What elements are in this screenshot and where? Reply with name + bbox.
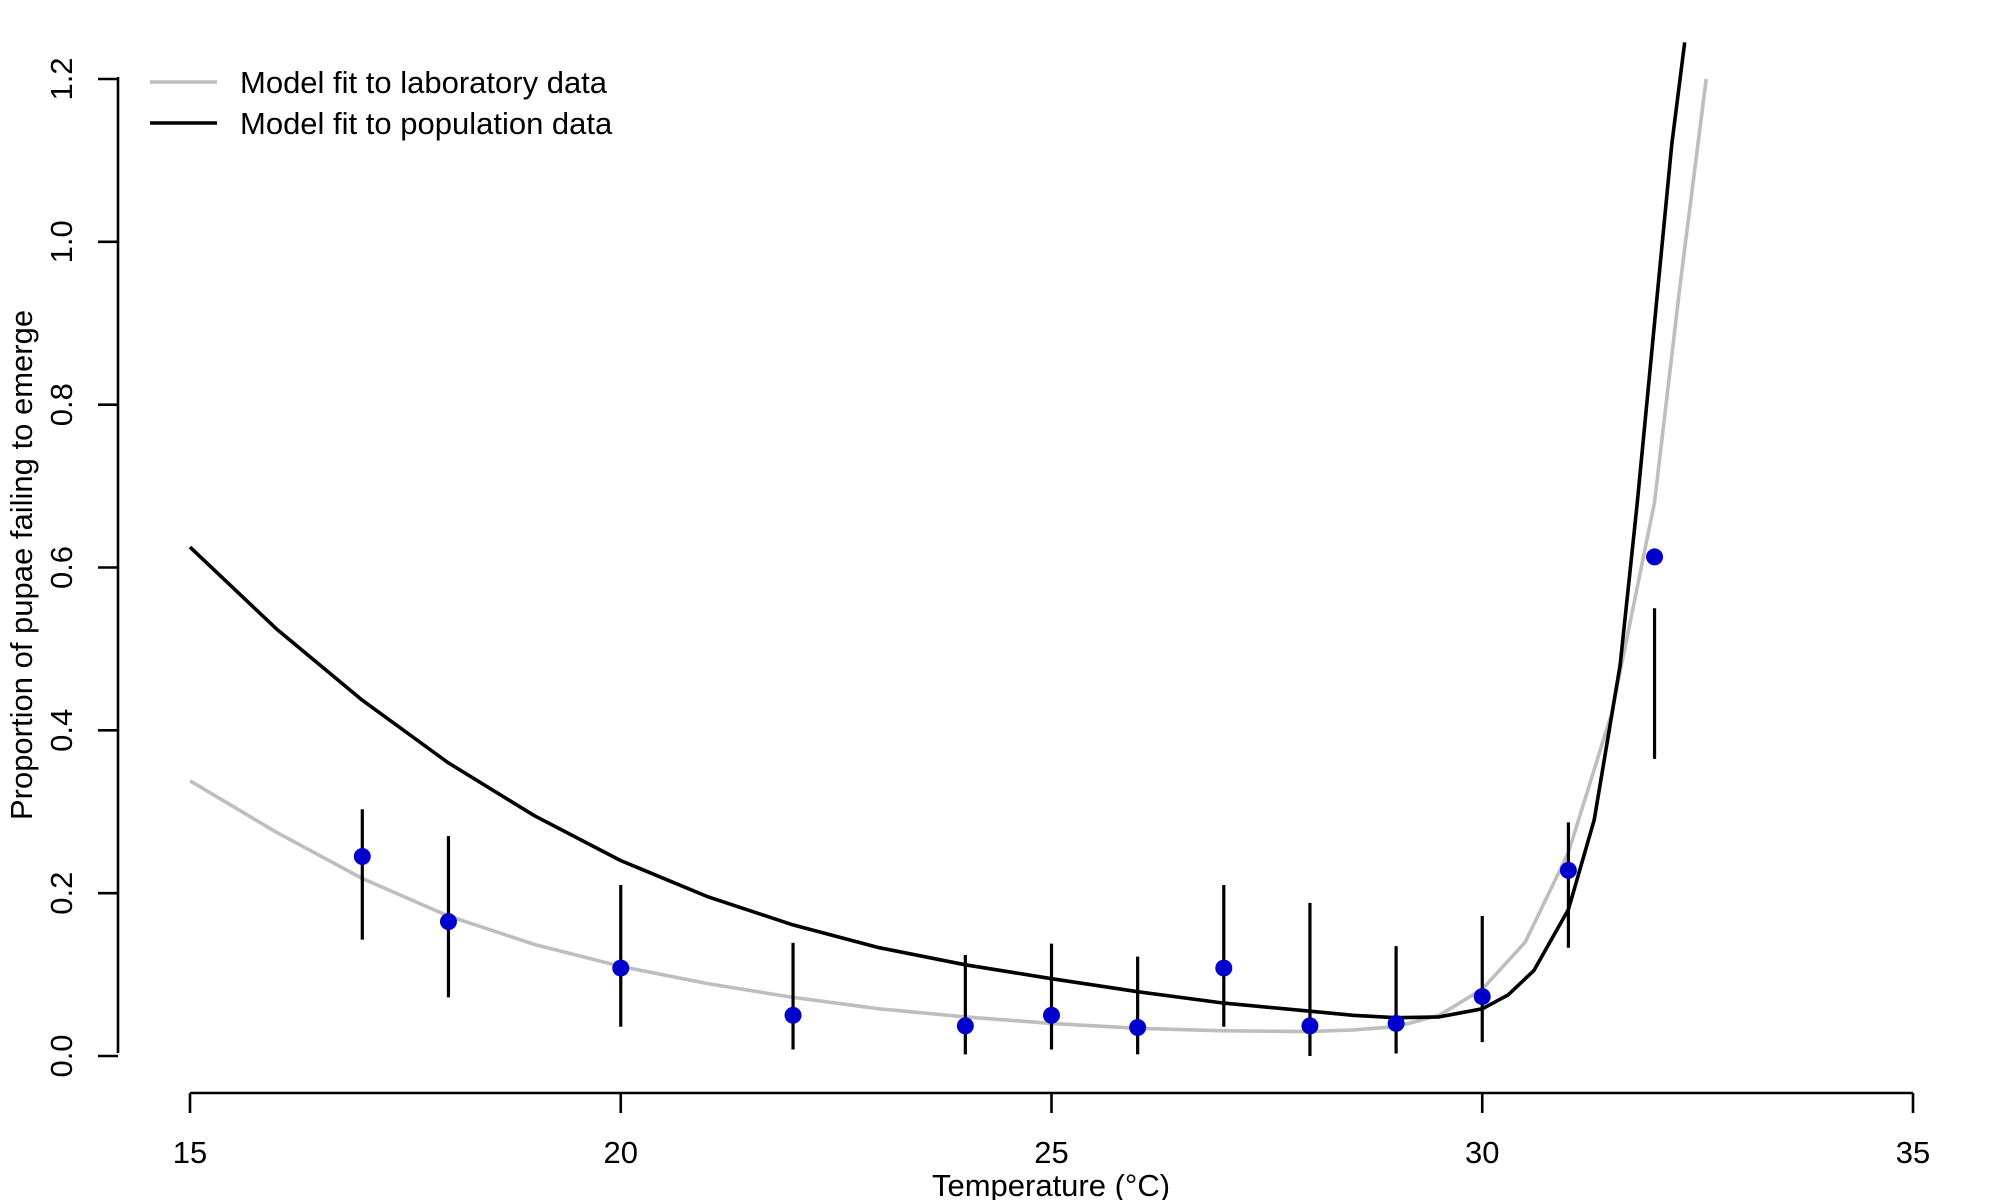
data-point-18 — [440, 913, 457, 930]
legend-label-population: Model fit to population data — [240, 106, 613, 141]
y-tick-label-0.4: 0.4 — [44, 709, 79, 752]
data-point-31 — [1560, 862, 1577, 879]
legend-label-laboratory: Model fit to laboratory data — [240, 65, 608, 100]
y-tick-label-0: 0.0 — [44, 1034, 79, 1077]
data-point-24 — [957, 1017, 974, 1034]
data-point-30 — [1474, 988, 1491, 1005]
data-point-17 — [354, 848, 371, 865]
x-tick-label-25: 25 — [1034, 1135, 1068, 1170]
error-bars — [362, 608, 1654, 1056]
x-axis-label: Temperature (°C) — [932, 1168, 1170, 1200]
y-tick-label-1: 1.0 — [44, 220, 79, 263]
y-ticks: 0.0 0.2 0.4 0.6 0.8 1.0 1.2 — [44, 57, 118, 1077]
data-point-29 — [1388, 1015, 1405, 1032]
data-point-28 — [1301, 1017, 1318, 1034]
legend: Model fit to laboratory data Model fit t… — [150, 65, 613, 141]
data-point-27 — [1215, 960, 1232, 977]
data-point-22 — [785, 1007, 802, 1024]
y-tick-label-0.6: 0.6 — [44, 546, 79, 589]
y-tick-label-1.2: 1.2 — [44, 57, 79, 100]
y-tick-label-0.8: 0.8 — [44, 383, 79, 426]
y-tick-label-0.2: 0.2 — [44, 872, 79, 915]
x-tick-label-20: 20 — [604, 1135, 638, 1170]
data-points — [354, 548, 1663, 1036]
x-ticks: 15 20 25 30 35 — [173, 1093, 1930, 1170]
x-tick-label-15: 15 — [173, 1135, 207, 1170]
data-point-25 — [1043, 1007, 1060, 1024]
laboratory-model-curve — [190, 79, 1706, 1032]
x-tick-label-30: 30 — [1465, 1135, 1499, 1170]
data-point-20 — [612, 960, 629, 977]
y-axis-label: Proportion of pupae failing to emerge — [4, 310, 39, 820]
x-tick-label-35: 35 — [1896, 1135, 1930, 1170]
data-point-32 — [1646, 548, 1663, 565]
data-point-26 — [1129, 1019, 1146, 1036]
population-model-curve — [190, 42, 1685, 1017]
model-curves — [190, 42, 1706, 1031]
